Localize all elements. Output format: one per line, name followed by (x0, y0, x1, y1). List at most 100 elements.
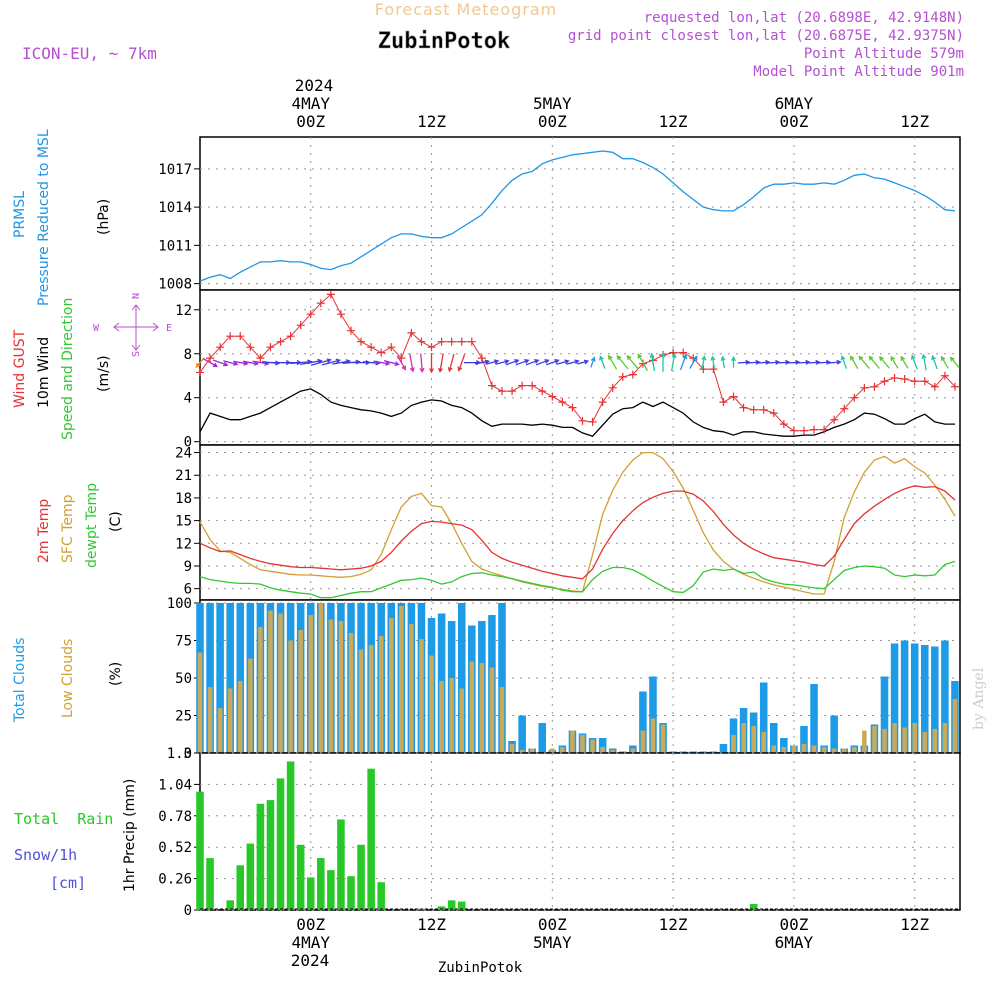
top-hour-label: 12Z (659, 112, 688, 131)
pressure-frame (199, 136, 961, 291)
wind-gust-marker (840, 404, 849, 413)
wind-arrow (212, 359, 229, 367)
low-cloud-bar (217, 708, 223, 753)
wind-ytick-label: 4 (184, 391, 192, 407)
wind-arrow (720, 355, 726, 369)
compass-east: E (166, 323, 172, 334)
pressure-ytick-label: 1008 (158, 277, 192, 293)
low-cloud-bar (550, 748, 555, 753)
precip-ytick-label: 0.78 (158, 809, 192, 825)
wind-arrow (310, 358, 332, 366)
wind-gust-marker (196, 368, 204, 377)
wind-gust-marker (950, 382, 959, 391)
wind-arrow (890, 355, 899, 369)
location-title: ZubinPotok (378, 29, 510, 54)
wind-gust-marker (508, 387, 517, 396)
total-cloud-bar (206, 603, 214, 753)
rain-bar (226, 900, 234, 910)
wind-arrow (660, 352, 666, 372)
wind-gust-marker (759, 405, 768, 414)
wind-gust-marker (487, 381, 496, 390)
wind-gust-marker (739, 403, 748, 412)
wind-gust-marker (518, 381, 527, 390)
rain-bar (457, 901, 466, 910)
wind-gust-marker (568, 403, 577, 412)
temperature-panel: 6 9 12 15 18 21 24 (175, 444, 961, 601)
wind-arrow (223, 360, 239, 366)
wind-arrow (758, 359, 771, 365)
wind-arrow (731, 355, 736, 368)
low-cloud-bar (348, 633, 354, 753)
top-date-label: 4MAY (291, 94, 330, 113)
low-cloud-bar (862, 730, 867, 753)
low-cloud-bar (610, 750, 615, 753)
total-cloud-bar (931, 646, 939, 753)
wind-gust-marker (578, 416, 587, 425)
wind-arrow (409, 353, 415, 373)
low-cloud-bar (650, 718, 656, 753)
wind-arrow (747, 359, 761, 365)
precip-frame (199, 752, 961, 911)
clouds-labels: Total Clouds Low Clouds (%) (12, 638, 124, 723)
rain-bar (357, 844, 365, 910)
low-cloud-bar (952, 699, 958, 753)
precip-unit: 1hr Precip (mm) (122, 779, 138, 892)
top-hour-label: 00Z (779, 112, 808, 131)
low-cloud-bar (922, 732, 928, 753)
temp-2m-line (199, 485, 956, 580)
wind-gust-marker (336, 310, 345, 319)
temp-ytick-label: 21 (175, 468, 192, 484)
low-cloud-bar (902, 727, 907, 753)
temperature-labels: 2m Temp SFC Temp dewpt Temp (C) (36, 483, 124, 568)
wind-arrow (419, 353, 425, 374)
low-cloud-bar (872, 726, 877, 753)
low-cloud-bar (831, 748, 837, 753)
total-cloud-bar (770, 723, 778, 753)
low-cloud-bar (560, 747, 565, 753)
model-label: ICON-EU, ~ 7km (22, 44, 157, 63)
total-cloud-bar (538, 723, 547, 753)
low-cloud-bar (771, 745, 777, 753)
low-cloud-bar (852, 747, 857, 753)
wind-arrow (321, 358, 342, 366)
wind-arrow (457, 354, 466, 372)
wind-arrow (788, 359, 801, 365)
rain-bar (276, 778, 285, 910)
wind-gust-marker (618, 372, 627, 381)
top-hour-label: 12Z (900, 112, 929, 131)
wind-arrow (515, 359, 530, 366)
bottom-hour-label: 12Z (417, 915, 446, 934)
wind-gust-marker (890, 373, 899, 382)
wind-gust-marker (548, 392, 557, 401)
wind-gust-marker (850, 393, 859, 402)
wind-gust-marker (256, 354, 265, 363)
wind-arrow (818, 359, 832, 365)
total-cloud-bar (920, 645, 929, 753)
temp-label-dewpt: dewpt Temp (84, 483, 100, 568)
wind-gust-marker (407, 328, 416, 337)
low-cloud-bar (449, 678, 454, 753)
rain-bar (286, 761, 295, 910)
rain-bar (377, 882, 385, 910)
total-cloud-bar (498, 603, 506, 753)
wind-gust-marker (437, 337, 446, 346)
wind-arrow (546, 359, 560, 366)
wind-unit: (m/s) (96, 355, 112, 392)
total-cloud-bar (719, 744, 728, 753)
low-cloud-bar (419, 639, 424, 753)
low-cloud-bar (288, 640, 293, 753)
wind-gust-marker (810, 425, 819, 434)
wind-gust-marker (387, 343, 396, 352)
low-cloud-bar (660, 724, 666, 753)
total-cloud-bar (226, 603, 234, 753)
wind-gust-marker (377, 348, 386, 357)
low-cloud-bar (811, 745, 817, 753)
wind-gust-marker (719, 398, 728, 407)
bottom-hour-label: 12Z (659, 915, 688, 934)
total-cloud-bar (780, 738, 788, 753)
precip-ytick-label: 0 (184, 903, 192, 919)
wind-arrow (879, 355, 890, 369)
wind-gust-marker (779, 420, 788, 429)
wind-gust-marker (830, 415, 839, 424)
